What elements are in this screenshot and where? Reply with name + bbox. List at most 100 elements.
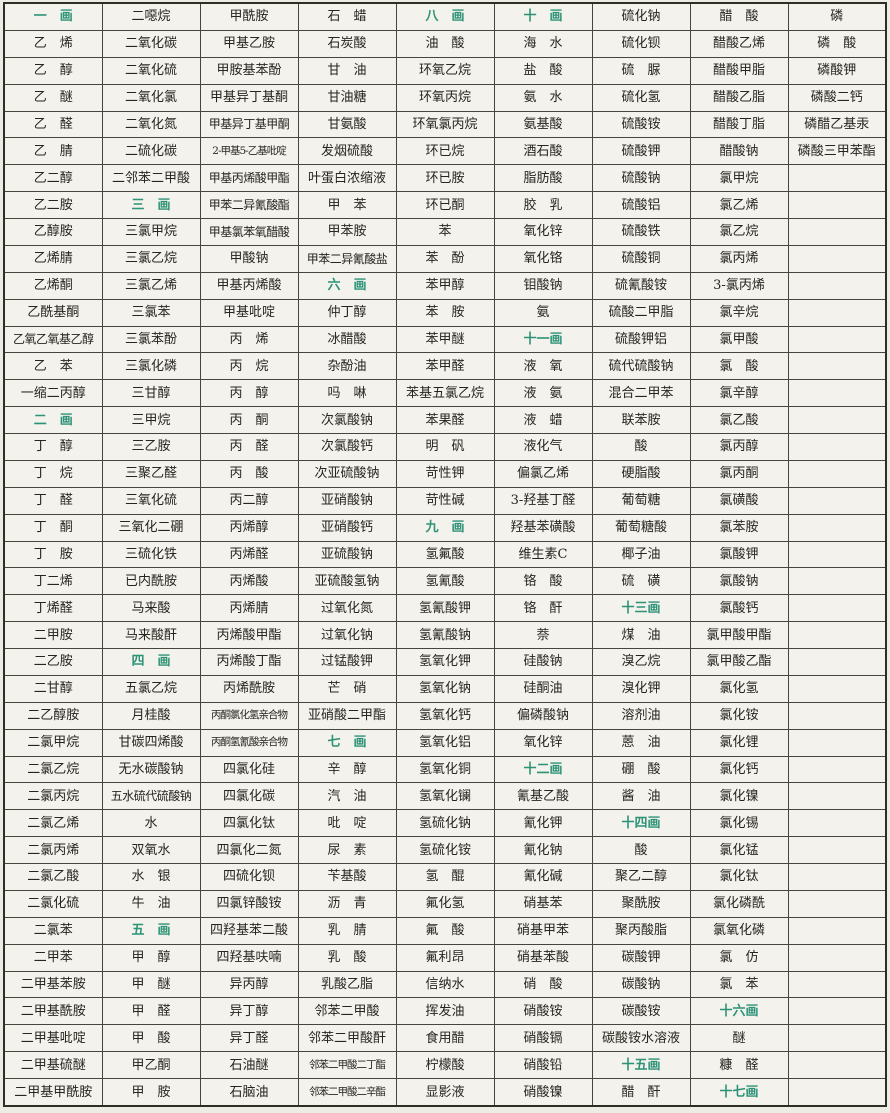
chemical-name-cell: 水 银 [101,863,201,891]
table-row: 乙氧乙氧基乙醇 三氯苯酚丙 烯冰醋酸 苯甲醚 十一画 硫酸钾铝 氯甲酸 [3,325,887,354]
chemical-name-cell: 硫酸铜 [591,244,691,273]
chemical-name-cell: 环已胺 [395,164,495,193]
chemical-name-cell: 显影液 [395,1078,495,1107]
chemical-name-cell: 水 [101,809,201,838]
chemical-name-cell: 三氯甲烷 [101,218,201,246]
empty-cell [787,298,887,327]
table-row: 乙 腈二硫化碳 2-甲基5-乙基吡啶 发烟硫酸 环已烷 酒石酸 硫酸钾 醋酸钠 磷酸三甲苯酯 [3,137,887,166]
chemical-name-cell: 五氯乙烷 [101,674,201,703]
chemical-name-cell: 硬脂酸 [591,459,691,488]
chemical-name-cell: 氨基酸 [493,110,593,139]
chemical-name-cell: 醋酸乙烯 [689,29,789,58]
chemical-name-cell: 氯 苯 [689,970,789,999]
empty-cell [787,701,887,730]
chemical-name-cell: 二甘醇 [3,674,103,703]
chemical-name-cell: 盐 酸 [493,56,593,85]
chemical-name-cell: 已内酰胺 [101,567,201,596]
chemical-name-cell: 氯 酸 [689,352,789,381]
chemical-name-cell: 三氯乙烯 [101,271,201,300]
table-row: 丁 酮三氧化二硼 丙烯醇 亚硝酸钙九 画羟基苯磺酸 葡萄糖酸 氯苯胺 [3,513,887,542]
chemical-name-cell: 环氧乙烷 [395,56,495,85]
chemical-name-cell: 硝基苯 [493,889,593,918]
chemical-name-cell: 醋酸钠 [689,137,789,166]
chemical-name-cell: 碳酸铵 [591,997,691,1026]
chemical-name-cell: 磷酸二钙 [787,83,887,112]
chemical-name-cell: 氢硫化钠 [395,809,495,838]
chemical-name-cell: 丙烯醛 [199,540,299,569]
chemical-name-cell: 液化气 [493,433,593,461]
chemical-name-cell: 乙二醇 [3,164,103,193]
chemical-name-cell: 氢氧化铝 [395,728,495,757]
empty-cell [787,567,887,596]
chemical-name-cell: 丁 醛 [3,486,103,515]
chemical-name-cell: 五水硫代硫酸钠 [101,782,201,811]
chemical-name-cell: 丁烯醛 [3,594,103,623]
table-row: 二氯乙烯水四氯化钛吡 啶氢硫化钠 氰化钾 十四画 氯化锡 [3,809,887,838]
chemical-name-cell: 异丁醇 [199,997,299,1026]
empty-cell [787,621,887,650]
chemical-name-cell: 硫酸二甲脂 [591,298,691,327]
chemical-name-cell: 硝酸镍 [493,1078,593,1107]
chemical-name-cell: 苛性碱 [395,486,495,515]
chemical-name-cell: 马来酸 [101,594,201,623]
table-row: 乙 醚二氧化氯 甲基异丁基酮 甘油糖 环氧丙烷氨 水硫化氢 醋酸乙脂 磷酸二钙 [3,83,887,112]
chemical-name-cell: 偏磷酸钠 [493,701,593,730]
chemical-name-cell: 氟利昂 [395,943,495,972]
table-row: 丁二烯 已内酰胺 丙烯酸 亚硫酸氢钠 氢氰酸铬 酸硫 磺氯酸钠 [3,567,887,596]
chemical-name-cell: 过氧化氮 [297,594,397,623]
chemical-name-cell: 甲酸钠 [199,244,299,273]
empty-cell [787,191,887,220]
chemical-name-cell: 硫 脲 [591,56,691,85]
chemical-name-cell: 柠檬酸 [395,1051,495,1080]
chemical-name-cell: 乙氧乙氧基乙醇 [3,325,103,354]
chemical-name-cell: 三氧化二硼 [101,513,201,542]
chemical-name-cell: 过锰酸钾 [297,648,397,676]
chemical-name-cell: 硫酸铵 [591,110,691,139]
chemical-name-cell: 硫 磺 [591,567,691,596]
chemical-name-cell: 二噁烷 [101,2,201,31]
chemical-name-cell: 硫酸钾 [591,137,691,166]
chemical-name-cell: 乙 苯 [3,352,103,381]
table-row: 乙醇胺 三氯甲烷 甲基氯苯氧醋酸 甲苯胺苯氧化锌 硫酸铁 氯乙烷 [3,218,887,246]
chemical-name-cell: 氰化碱 [493,863,593,891]
table-row: 乙 烯二氧化碳 甲基乙胺 石炭酸油 酸海 水硫化钡 醋酸乙烯磷 酸 [3,29,887,58]
empty-cell [787,755,887,784]
chemical-name-cell: 丙烯酸 [199,567,299,596]
stroke-section-header: 十五画 [591,1051,691,1080]
chemical-name-cell: 酸 [591,433,691,461]
empty-cell [787,352,887,381]
chemical-name-cell: 氢氧化钠 [395,674,495,703]
chemical-name-cell: 甘碳四烯酸 [101,728,201,757]
empty-cell [787,486,887,515]
chemical-name-cell: 氯酸钠 [689,567,789,596]
chemical-name-cell: 氯化锰 [689,836,789,865]
empty-cell [787,916,887,945]
chemical-name-cell: 乙 醛 [3,110,103,139]
stroke-section-header: 十二画 [493,755,593,784]
chemical-name-cell: 乙醇胺 [3,218,103,246]
empty-cell [787,325,887,354]
chemical-name-cell: 丙二醇 [199,486,299,515]
chemical-name-cell: 四氯化硅 [199,755,299,784]
chemical-name-cell: 海 水 [493,29,593,58]
chemical-name-cell: 次氯酸钠 [297,406,397,435]
chemical-name-cell: 氯化镍 [689,782,789,811]
chemical-name-cell: 四羟基呋喃 [199,943,299,972]
chemical-name-cell: 醋酸丁脂 [689,110,789,139]
chemical-name-cell: 氯化钛 [689,863,789,891]
chemical-name-cell: 苯甲醇 [395,271,495,300]
stroke-section-header: 十 画 [493,2,593,31]
chemical-name-cell: 甘油糖 [297,83,397,112]
chemical-name-cell: 吡 啶 [297,809,397,838]
chemical-name-cell: 二氧化碳 [101,29,201,58]
chemical-name-cell: 硫酸铝 [591,191,691,220]
chemical-name-cell: 液 蜡 [493,406,593,435]
table-row: 二甲基吡啶甲 酸异丁醛 邻苯二甲酸酐 食用醋 硝酸镉 碳酸铵水溶液醚 [3,1024,887,1053]
chemical-name-cell: 联苯胺 [591,406,691,435]
chemical-name-cell: 吗 啉 [297,379,397,408]
table-row: 二 画三甲烷丙 酮次氯酸钠 苯果醛液 蜡联苯胺 氯乙酸 [3,406,887,435]
chemical-name-cell: 萘 [493,621,593,650]
chemical-name-cell: 石脑油 [199,1078,299,1107]
chemical-name-cell: 甘氨酸 [297,110,397,139]
chemical-name-cell: 乙 腈 [3,137,103,166]
